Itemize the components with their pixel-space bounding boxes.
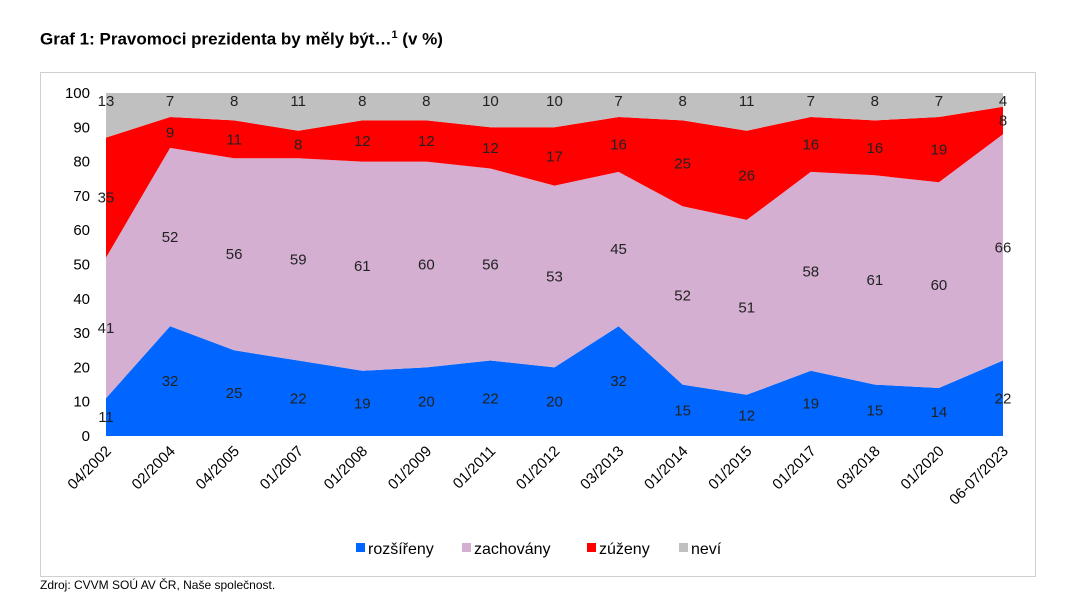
data-label-zúženy: 16 — [867, 140, 884, 157]
data-label-rozšířeny: 20 — [418, 394, 435, 411]
source-note: Zdroj: CVVM SOÚ AV ČR, Naše společnost. — [40, 578, 275, 592]
data-label-rozšířeny: 19 — [354, 395, 371, 412]
x-tick-label: 01/2008 — [321, 443, 371, 493]
data-label-neví: 8 — [422, 93, 430, 110]
legend-label-rozšířeny: rozšířeny — [368, 541, 434, 558]
data-label-neví: 10 — [482, 93, 499, 110]
x-tick-label: 01/2011 — [450, 443, 500, 493]
data-label-zúženy: 26 — [738, 167, 755, 184]
x-tick-label: 03/2018 — [833, 443, 883, 493]
y-axis: 0 10 20 30 40 50 60 70 80 90 100 — [65, 85, 90, 445]
legend-label-neví: neví — [691, 541, 722, 558]
data-label-rozšířeny: 11 — [98, 409, 114, 426]
x-tick-label: 04/2005 — [193, 443, 243, 493]
y-tick-label: 90 — [73, 119, 90, 136]
x-tick-label: 04/2002 — [64, 443, 114, 493]
data-label-zachovány: 53 — [546, 269, 563, 286]
y-tick-label: 40 — [73, 291, 90, 308]
data-label-rozšířeny: 20 — [546, 394, 563, 411]
data-label-zachovány: 52 — [162, 229, 179, 246]
data-label-zachovány: 60 — [418, 257, 435, 274]
data-label-neví: 8 — [871, 93, 879, 110]
data-label-rozšířeny: 12 — [738, 407, 755, 424]
x-tick-label: 01/2015 — [705, 443, 755, 493]
data-label-zachovány: 56 — [482, 257, 499, 274]
data-label-zúženy: 11 — [226, 131, 242, 148]
data-label-zúženy: 12 — [418, 133, 435, 150]
legend-swatch-rozšířeny — [356, 543, 365, 552]
legend-swatch-neví — [679, 543, 688, 552]
y-tick-label: 60 — [73, 222, 90, 239]
y-tick-label: 50 — [73, 257, 90, 274]
data-label-neví: 13 — [98, 93, 115, 110]
data-label-zúženy: 12 — [482, 140, 499, 157]
data-label-zúženy: 9 — [166, 124, 174, 141]
x-tick-label: 01/2017 — [769, 443, 819, 493]
x-tick-label: 01/2020 — [897, 443, 947, 493]
data-label-rozšířeny: 22 — [482, 390, 499, 407]
legend-label-zachovány: zachovány — [474, 541, 551, 558]
data-label-neví: 10 — [546, 93, 563, 110]
data-label-rozšířeny: 25 — [226, 385, 243, 402]
data-label-neví: 8 — [358, 93, 366, 110]
y-tick-label: 20 — [73, 359, 90, 376]
y-tick-label: 100 — [65, 85, 90, 102]
data-label-zúženy: 8 — [294, 136, 302, 153]
data-label-zachovány: 45 — [610, 241, 627, 258]
data-label-neví: 7 — [614, 93, 622, 110]
x-tick-label: 01/2014 — [641, 443, 691, 493]
data-label-zachovány: 60 — [931, 277, 948, 294]
data-label-zúženy: 16 — [802, 136, 819, 153]
data-label-zúženy: 35 — [98, 190, 115, 207]
data-label-zúženy: 8 — [999, 112, 1007, 129]
data-label-zachovány: 51 — [738, 299, 755, 316]
data-label-zachovány: 52 — [674, 287, 691, 304]
data-label-rozšířeny: 32 — [162, 373, 179, 390]
data-label-zúženy: 16 — [610, 136, 627, 153]
data-label-neví: 4 — [999, 93, 1007, 110]
x-tick-label: 02/2004 — [129, 443, 179, 493]
data-label-rozšířeny: 22 — [290, 390, 307, 407]
data-label-neví: 8 — [678, 93, 686, 110]
x-tick-label: 01/2009 — [385, 443, 435, 493]
x-tick-label: 06-07/2023 — [946, 443, 1012, 509]
x-axis: 04/2002 02/2004 04/2005 01/2007 01/2008 01/20… — [64, 443, 1011, 509]
data-label-neví: 7 — [807, 93, 815, 110]
legend-label-zúženy: zúženy — [599, 541, 650, 558]
y-tick-label: 10 — [73, 394, 90, 411]
data-label-neví: 11 — [290, 93, 306, 110]
data-label-neví: 11 — [739, 93, 755, 110]
data-label-zachovány: 41 — [98, 320, 115, 337]
data-label-zúženy: 17 — [546, 148, 563, 165]
x-tick-label: 01/2007 — [257, 443, 307, 493]
data-label-rozšířeny: 32 — [610, 373, 627, 390]
y-tick-label: 70 — [73, 188, 90, 205]
y-tick-label: 0 — [82, 428, 90, 445]
legend: rozšířeny zachovány zúženy neví — [356, 541, 722, 558]
data-label-rozšířeny: 15 — [674, 402, 691, 419]
data-label-rozšířeny: 14 — [931, 404, 948, 421]
legend-swatch-zachovány — [462, 543, 471, 552]
data-label-neví: 7 — [166, 93, 174, 110]
data-label-zachovány: 59 — [290, 251, 307, 268]
data-label-zachovány: 56 — [226, 246, 243, 263]
data-label-zachovány: 61 — [867, 272, 884, 289]
data-label-zúženy: 19 — [931, 142, 948, 159]
data-label-zachovány: 61 — [354, 258, 371, 275]
data-label-neví: 8 — [230, 93, 238, 110]
legend-swatch-zúženy — [587, 543, 596, 552]
y-tick-label: 30 — [73, 325, 90, 342]
data-label-rozšířeny: 19 — [802, 395, 819, 412]
data-label-rozšířeny: 15 — [867, 402, 884, 419]
data-label-zachovány: 66 — [995, 239, 1012, 256]
x-tick-label: 01/2012 — [513, 443, 563, 493]
y-tick-label: 80 — [73, 154, 90, 171]
data-label-rozšířeny: 22 — [995, 390, 1012, 407]
x-tick-label: 03/2013 — [577, 443, 627, 493]
data-label-zúženy: 25 — [674, 155, 691, 172]
data-label-zachovány: 58 — [802, 263, 819, 280]
data-label-zúženy: 12 — [354, 133, 371, 150]
data-label-neví: 7 — [935, 93, 943, 110]
